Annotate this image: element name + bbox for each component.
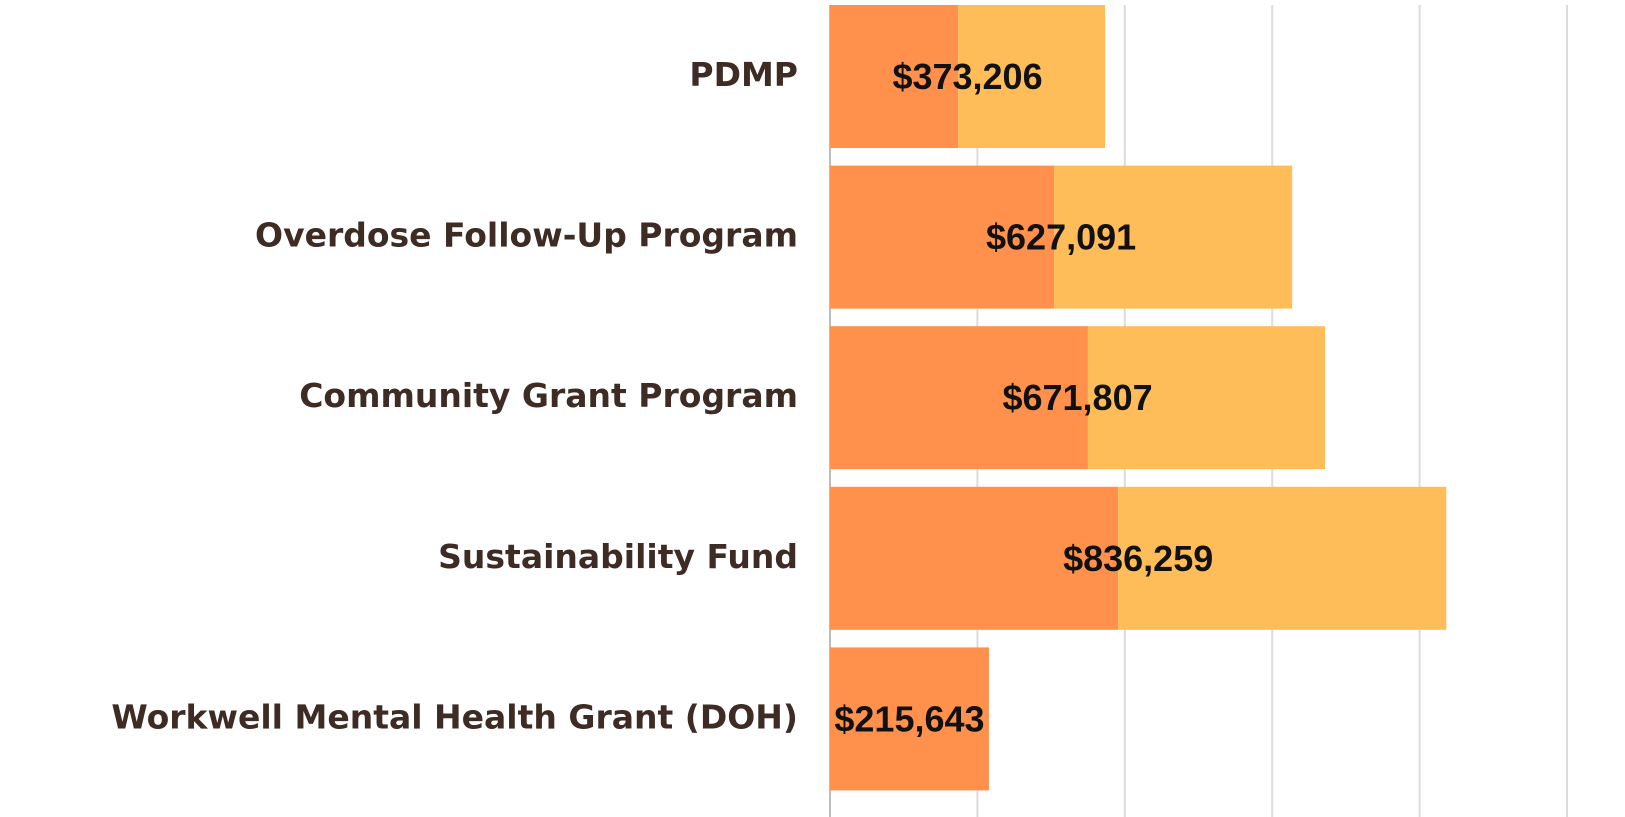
bar-segment bbox=[830, 647, 989, 791]
category-label: Overdose Follow-Up Program bbox=[255, 216, 798, 255]
category-label: Community Grant Program bbox=[299, 376, 798, 415]
total-label: $627,091 bbox=[986, 217, 1136, 258]
bar-segment bbox=[1087, 326, 1326, 470]
category-label: Sustainability Fund bbox=[438, 537, 798, 576]
bar-segment bbox=[830, 326, 1088, 470]
bar-segment bbox=[830, 165, 1055, 309]
category-label: Workwell Mental Health Grant (DOH) bbox=[111, 697, 798, 736]
total-label: $836,259 bbox=[1063, 538, 1213, 579]
bar-segment bbox=[1118, 486, 1447, 630]
bar-segment bbox=[830, 5, 959, 148]
total-label: $215,643 bbox=[834, 698, 984, 739]
total-label: $671,807 bbox=[1002, 377, 1152, 418]
bar-segment bbox=[830, 486, 1119, 630]
total-label: $373,206 bbox=[892, 56, 1042, 97]
bar-segment bbox=[1054, 165, 1293, 309]
category-label: PDMP bbox=[689, 55, 798, 94]
bar-segment bbox=[958, 5, 1106, 148]
